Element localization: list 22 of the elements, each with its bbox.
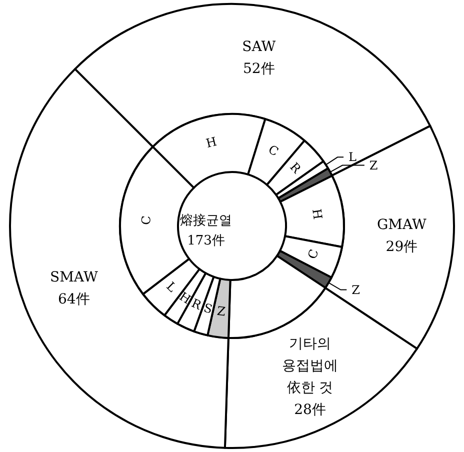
legend-label: L [348,150,357,164]
slice-label: L [164,279,180,295]
slice-label: H [310,208,325,220]
data-label: 29件 [386,239,418,256]
slice-label: SAW [242,39,276,56]
slice-label: R [287,160,304,177]
slice-label: Z [216,304,226,319]
text: 173件 [187,234,225,248]
slice-label: C [305,247,322,261]
data-label: 52件 [242,61,275,78]
slice-label: Z [352,282,360,297]
slice-label: S [202,300,214,316]
slice-label: H [204,134,218,151]
data-label: 64件 [58,292,90,308]
slice-label: C [266,142,281,159]
slice-label: GMAW [376,217,428,234]
slice-label: 기타의 용접법에 依한 것 [282,336,338,396]
slice-label: SMAW [50,270,98,286]
data-label: 28件 [294,402,326,418]
slice-label: C [138,215,154,226]
text: 熔接균열 [180,214,232,228]
slice-label: Z [369,158,378,172]
